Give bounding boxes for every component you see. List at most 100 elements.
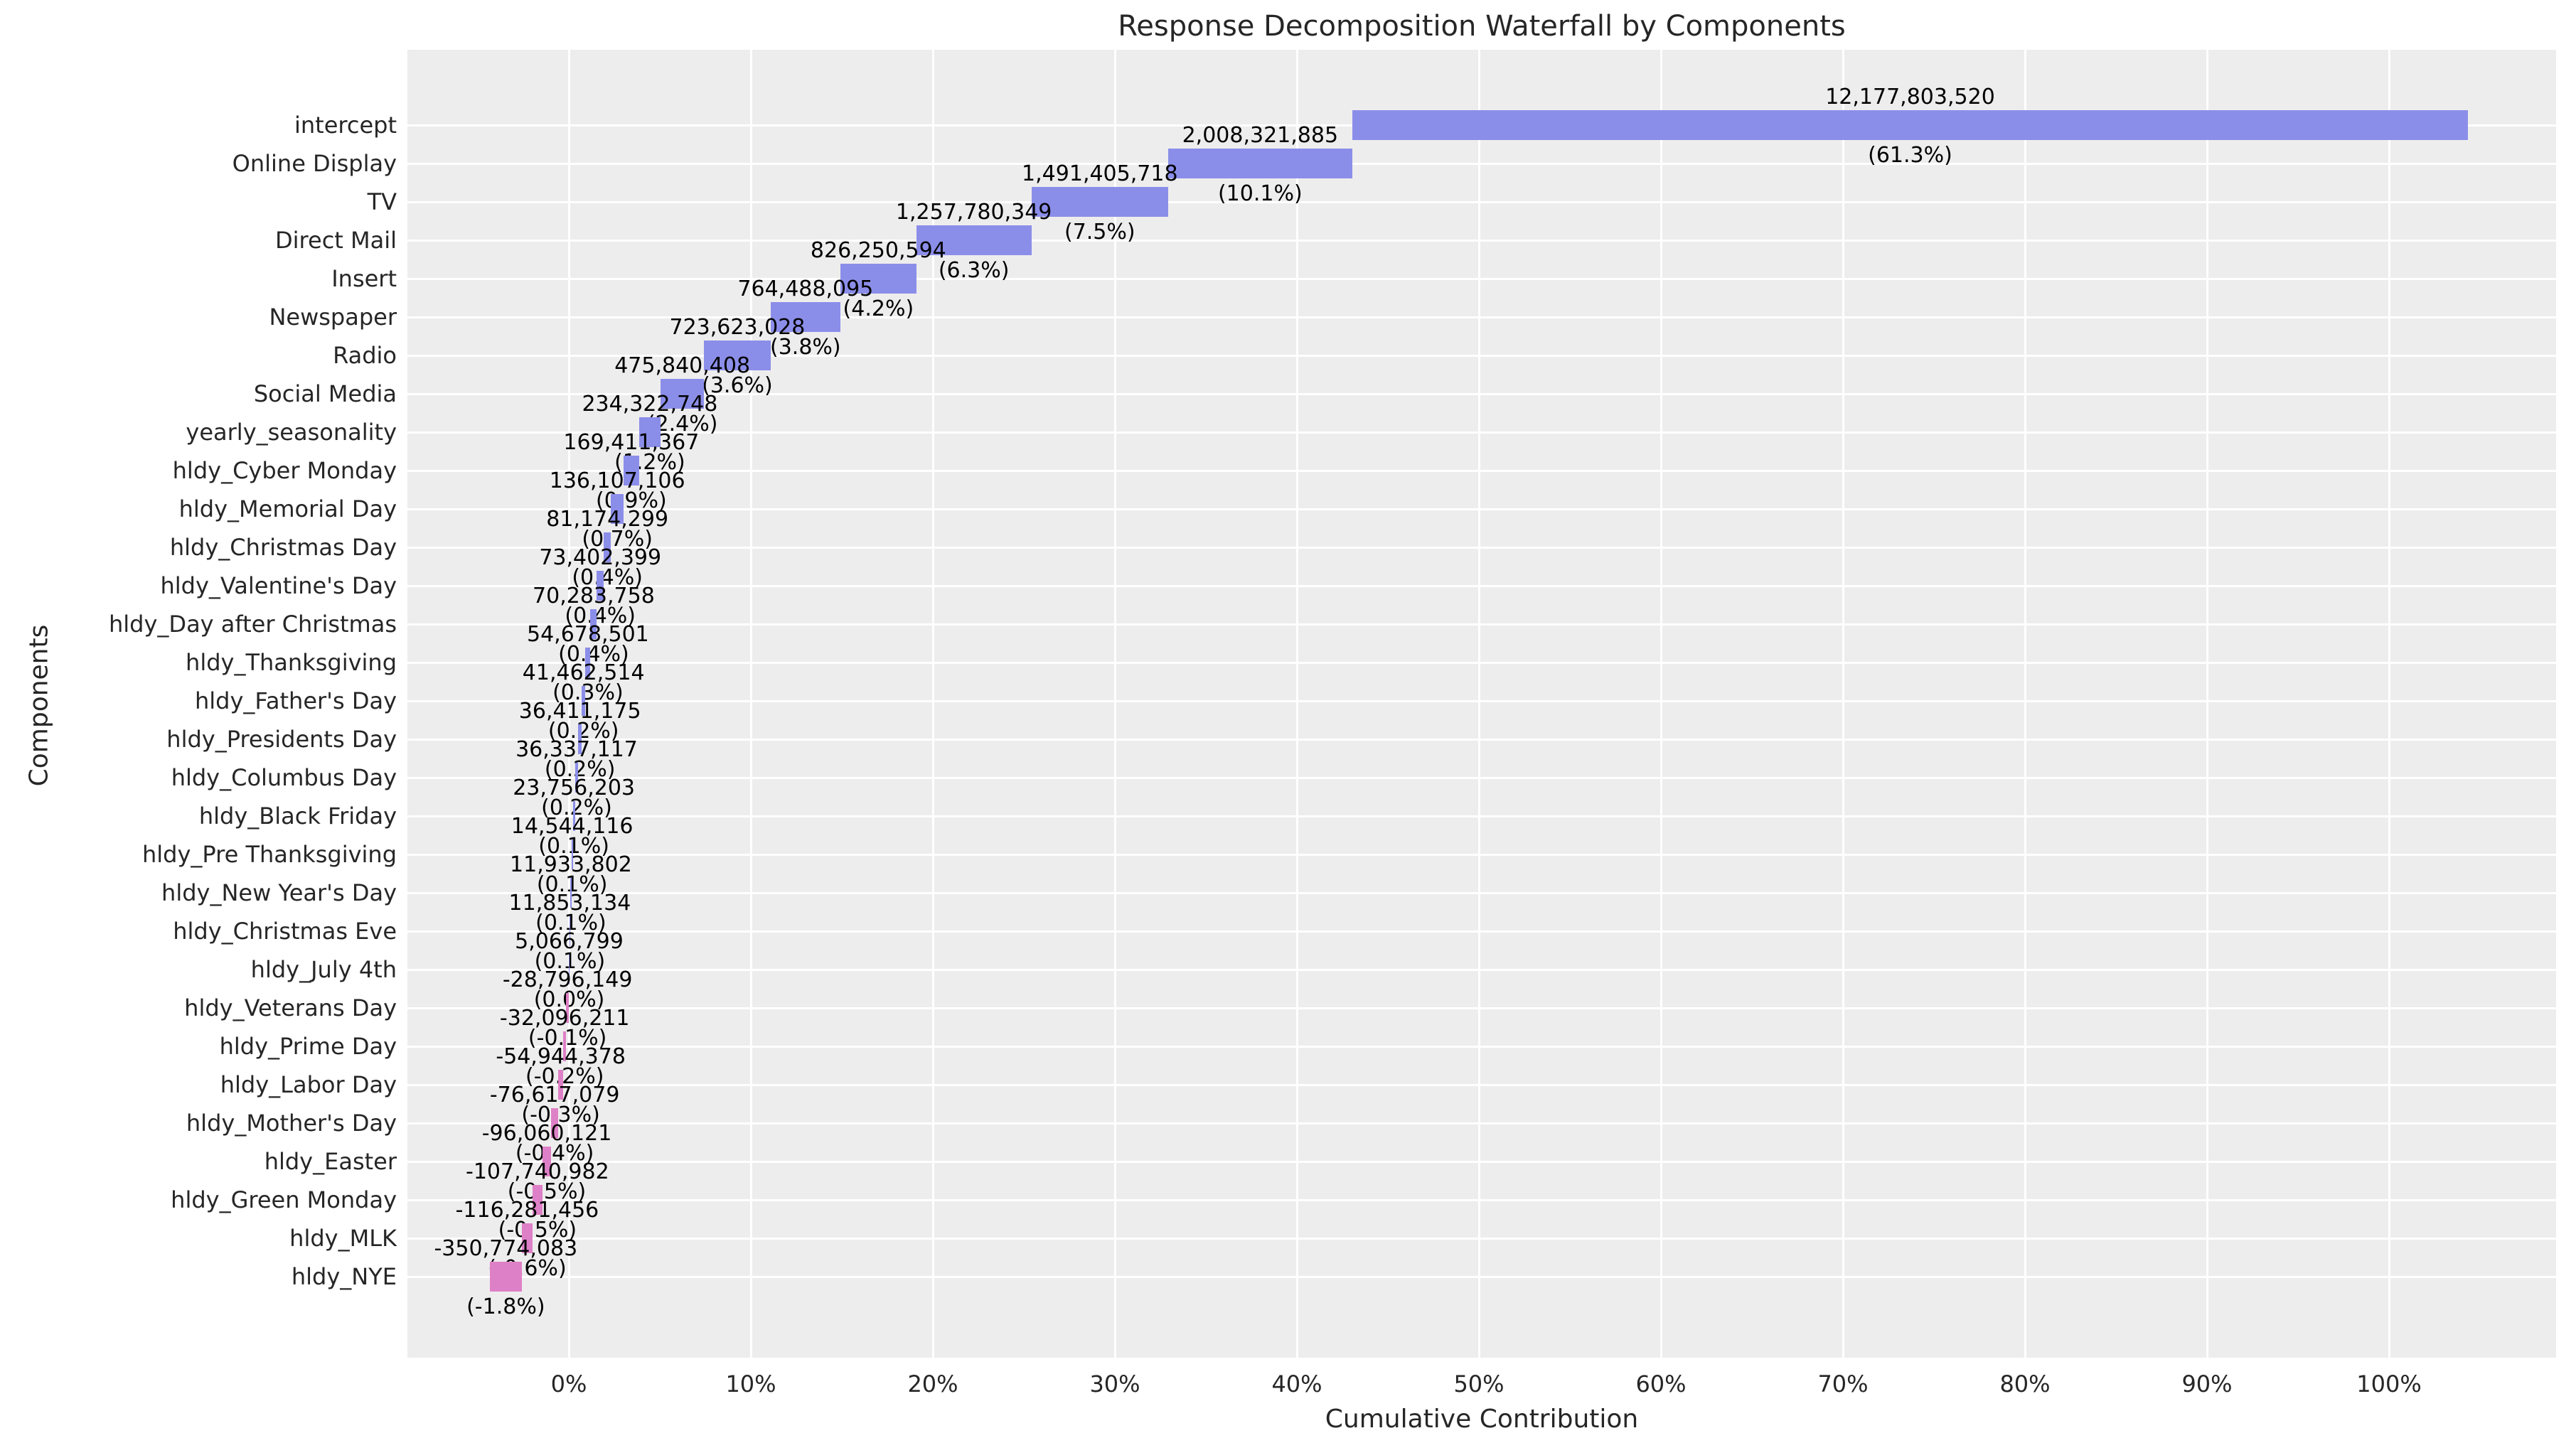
chart-title: Response Decomposition Waterfall by Comp… [1118, 10, 1846, 43]
y-tick-label: hldy_Green Monday [171, 1186, 397, 1213]
y-tick-label: hldy_Christmas Eve [173, 918, 397, 945]
x-tick-label: 60% [1635, 1370, 1687, 1397]
y-tick-label: hldy_Christmas Day [169, 534, 397, 561]
bar-value-label: -32,096,211 [499, 1006, 630, 1031]
x-tick-label: 50% [1453, 1370, 1505, 1397]
bar-percent-label: (-1.8%) [466, 1294, 545, 1319]
plot-area: 12,177,803,520 (61.3%) 2,008,321,885 (10.1%… [407, 50, 2556, 1358]
vertical-gridline [1842, 50, 1844, 1358]
waterfall-bar-negative [489, 1262, 522, 1292]
bar-percent-label: (61.3%) [1868, 143, 1952, 168]
bar-value-label: 136,107,106 [549, 468, 685, 493]
y-tick-label: Insert [331, 265, 397, 292]
bar-value-label: 41,462,514 [522, 660, 645, 685]
horizontal-gridline [407, 854, 2556, 856]
horizontal-gridline [407, 623, 2556, 626]
bar-percent-label: (3.8%) [770, 335, 841, 360]
bar-percent-label: (4.2%) [843, 296, 914, 321]
y-tick-label: hldy_Prime Day [219, 1033, 397, 1060]
bar-percent-label: (-0.2%) [525, 1064, 604, 1089]
bar-value-label: 169,411,367 [563, 430, 700, 455]
horizontal-gridline [407, 1122, 2556, 1125]
horizontal-gridline [407, 163, 2556, 165]
y-tick-label: hldy_Thanksgiving [186, 649, 397, 676]
vertical-gridline [750, 50, 752, 1358]
vertical-gridline [1114, 50, 1116, 1358]
bar-percent-label: (-0.5%) [507, 1179, 587, 1204]
y-tick-label: hldy_New Year's Day [161, 879, 397, 906]
bar-percent-label: (-0.4%) [515, 1141, 594, 1166]
waterfall-bar-positive [840, 264, 916, 294]
horizontal-gridline [407, 815, 2556, 817]
y-tick-label: Social Media [253, 380, 397, 407]
horizontal-gridline [407, 930, 2556, 933]
waterfall-bar-positive [660, 379, 705, 409]
horizontal-gridline [407, 393, 2556, 395]
horizontal-gridline [407, 1084, 2556, 1086]
vertical-gridline [2206, 50, 2208, 1358]
horizontal-gridline [407, 777, 2556, 779]
y-tick-label: TV [367, 188, 397, 215]
waterfall-bar-positive [1031, 187, 1168, 217]
vertical-gridline [2024, 50, 2026, 1358]
vertical-gridline [568, 50, 570, 1358]
bar-percent-label: (-0.3%) [521, 1102, 600, 1127]
y-tick-label: hldy_Easter [264, 1148, 397, 1175]
bar-value-label: 723,623,028 [669, 315, 806, 340]
y-tick-label: hldy_Columbus Day [171, 764, 397, 791]
horizontal-gridline [407, 508, 2556, 510]
waterfall-bar-positive [623, 456, 639, 485]
bar-value-label: -54,944,378 [496, 1044, 626, 1069]
bar-value-label: 11,853,134 [508, 891, 631, 916]
bar-percent-label: (0.2%) [541, 795, 612, 820]
waterfall-bar-negative [563, 1031, 567, 1061]
y-tick-label: hldy_MLK [289, 1225, 397, 1252]
bar-value-label: 36,337,117 [515, 737, 638, 762]
horizontal-gridline [407, 585, 2556, 587]
y-tick-label: Radio [333, 342, 397, 369]
bar-percent-label: (0.4%) [572, 565, 643, 590]
y-tick-label: hldy_Valentine's Day [160, 572, 397, 599]
x-tick-label: 30% [1089, 1370, 1140, 1397]
y-tick-label: hldy_Cyber Monday [172, 457, 397, 484]
x-tick-label: 0% [550, 1370, 587, 1397]
bar-percent-label: (0.9%) [596, 488, 667, 513]
vertical-gridline [1478, 50, 1480, 1358]
bar-percent-label: (0.3%) [552, 680, 624, 705]
horizontal-gridline [407, 201, 2556, 203]
bar-percent-label: (0.7%) [582, 527, 653, 552]
waterfall-bar-negative [551, 1108, 559, 1138]
bar-value-label: -76,617,079 [489, 1083, 620, 1107]
bar-percent-label: (0.0%) [533, 987, 605, 1012]
bar-percent-label: (0.1%) [538, 834, 609, 859]
waterfall-bar-positive [585, 648, 591, 677]
bar-value-label: 12,177,803,520 [1825, 85, 1995, 109]
horizontal-gridline [407, 1199, 2556, 1201]
horizontal-gridline [407, 662, 2556, 664]
y-tick-label: hldy_Father's Day [195, 687, 397, 714]
bar-percent-label: (6.3%) [938, 258, 1010, 283]
y-axis-title: Components [24, 624, 54, 787]
waterfall-bar-positive [571, 839, 573, 869]
bar-value-label: 11,933,802 [510, 852, 632, 877]
vertical-gridline [1296, 50, 1298, 1358]
horizontal-gridline [407, 316, 2556, 318]
bar-percent-label: (0.1%) [536, 872, 608, 897]
bar-value-label: -28,796,149 [502, 967, 633, 992]
waterfall-bar-positive [1352, 110, 2469, 140]
bar-value-label: 14,544,116 [511, 814, 634, 839]
y-tick-label: hldy_Presidents Day [166, 726, 397, 753]
y-tick-label: hldy_July 4th [250, 956, 397, 983]
bar-value-label: -107,740,982 [466, 1159, 609, 1184]
waterfall-bar-negative [532, 1185, 543, 1215]
bar-value-label: -350,774,083 [434, 1236, 578, 1261]
horizontal-gridline [407, 1161, 2556, 1163]
horizontal-gridline [407, 470, 2556, 472]
bar-value-label: -96,060,121 [481, 1121, 612, 1146]
bar-percent-label: (0.1%) [535, 911, 606, 935]
waterfall-bar-positive [569, 916, 571, 946]
bar-value-label: 2,008,321,885 [1182, 123, 1339, 148]
waterfall-bar-positive [578, 724, 582, 754]
waterfall-bar-positive [570, 878, 572, 908]
waterfall-bar-positive [569, 955, 570, 984]
